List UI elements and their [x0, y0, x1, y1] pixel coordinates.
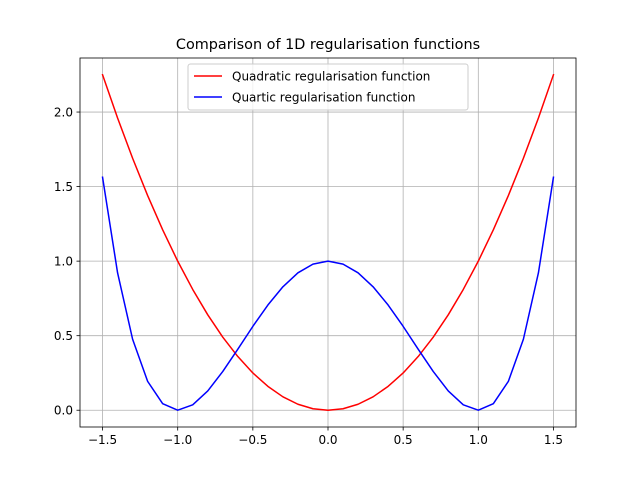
legend-box — [187, 63, 469, 111]
x-tick-label: 1.5 — [544, 433, 563, 447]
y-tick-label: 0.5 — [54, 329, 73, 343]
y-tick-label: 1.5 — [54, 180, 73, 194]
legend-label: Quartic regularisation function — [232, 91, 415, 105]
x-tick-label: 1.0 — [469, 433, 488, 447]
y-tick-label: 2.0 — [54, 105, 73, 119]
x-tick-label: −1.5 — [88, 433, 117, 447]
y-tick-label: 1.0 — [54, 254, 73, 268]
y-tick-label: 0.0 — [54, 404, 73, 418]
x-tick-label: −1.0 — [163, 433, 192, 447]
x-tick-label: 0.5 — [394, 433, 413, 447]
ticks: −1.5 −1.0 −0.5 0.0 0.5 1.0 1.5 0.0 0.5 1.0 1.5 2.0 — [54, 105, 563, 447]
series-line-quadratic — [101, 73, 555, 411]
legend: Quadratic regularisation function Quartic… — [187, 63, 469, 111]
x-tick-label: −0.5 — [238, 433, 267, 447]
x-tick-label: 0.0 — [318, 433, 337, 447]
series-line-quartic — [101, 176, 555, 411]
series — [101, 73, 555, 411]
legend-label: Quadratic regularisation function — [232, 70, 430, 84]
chart-title: Comparison of 1D regularisation function… — [176, 37, 480, 53]
